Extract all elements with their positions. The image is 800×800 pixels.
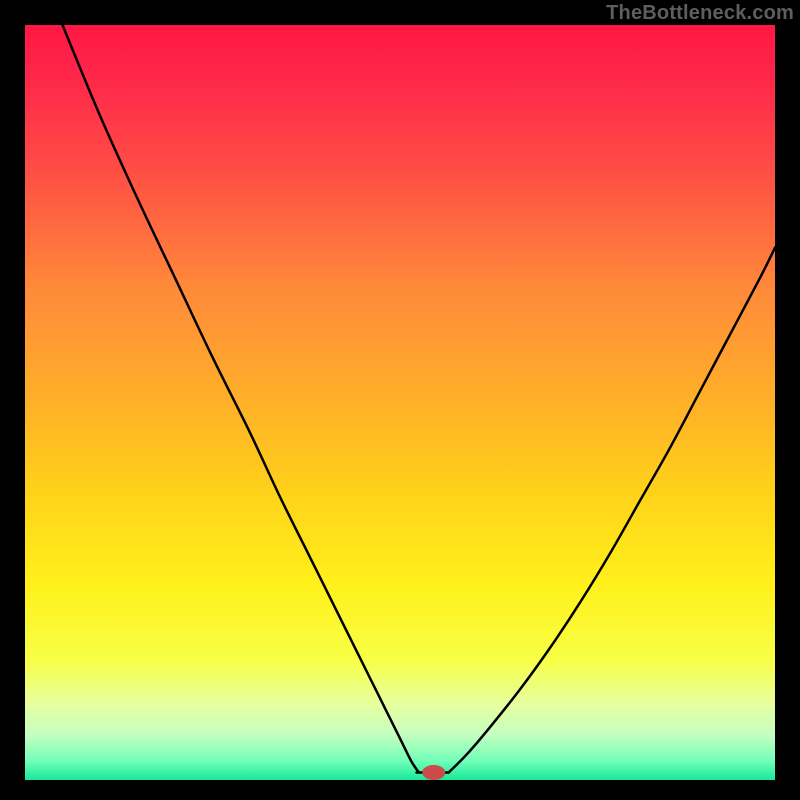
watermark-text: TheBottleneck.com <box>606 2 794 25</box>
optimum-marker <box>423 765 445 779</box>
chart-frame: { "watermark": { "text": "TheBottleneck.… <box>0 0 800 800</box>
bottleneck-chart <box>0 0 800 800</box>
plot-background-gradient <box>25 25 775 780</box>
